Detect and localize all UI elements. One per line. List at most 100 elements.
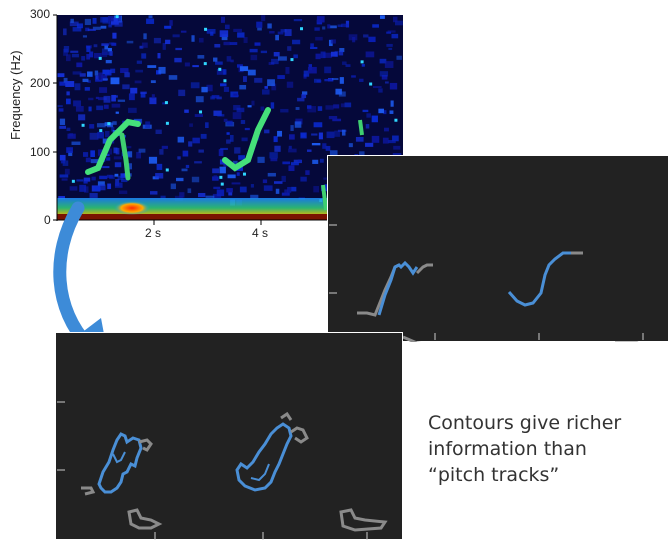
spectrogram-speckle (190, 82, 200, 89)
spectrogram-speckle (229, 42, 238, 46)
spectrogram-speckle (241, 137, 248, 142)
spectrogram-speckle (318, 132, 323, 140)
spectrogram-speckle (316, 16, 325, 23)
spectrogram-speckle (287, 186, 292, 193)
spectrogram-speckle (220, 83, 227, 87)
spectrogram-speckle (59, 125, 66, 129)
spectrogram-speckle (99, 129, 103, 133)
spectrogram-speckle (72, 71, 82, 75)
spectrogram-speckle (106, 174, 113, 178)
spectrogram-speckle (314, 27, 320, 31)
spectrogram-speckle (57, 73, 65, 78)
spectrogram-speckle (94, 186, 101, 192)
spectrogram-speckle (219, 166, 226, 174)
spectrogram-speckle (322, 143, 327, 149)
spectrogram-speckle (271, 58, 279, 65)
spectrogram-speckle (72, 27, 82, 32)
spectrogram-speckle (384, 81, 389, 84)
spectrogram-speckle (149, 191, 158, 195)
spectrogram-speckle (157, 53, 161, 59)
spectrogram-speckle (110, 17, 119, 25)
spectrogram-speckle (360, 60, 364, 64)
spectrogram-speckle (195, 96, 204, 103)
spectrogram-speckle (295, 107, 300, 110)
spectrogram-speckle (141, 53, 147, 59)
spectrogram-speckle (98, 97, 107, 101)
spectrogram-speckle (156, 163, 163, 170)
spectrogram-speckle (181, 168, 188, 172)
spectrogram-speckle (361, 63, 365, 67)
caption-line-1: Contours give richer (428, 412, 622, 434)
spectrogram-speckle (89, 132, 99, 140)
spectrogram-speckle (313, 78, 321, 83)
spectrogram-speckle (214, 43, 221, 48)
pitch-track-plot (326, 154, 669, 351)
spectrogram-speckle (273, 136, 278, 143)
spectrogram-speckle (213, 57, 218, 62)
spectrogram-speckle (63, 77, 68, 83)
spectrogram-speckle (62, 160, 69, 166)
spectrogram-speckle (371, 115, 378, 123)
spectrogram-speckle (280, 108, 289, 113)
spectrogram-speckle (368, 36, 376, 43)
spectrogram-speckle (261, 15, 266, 22)
spectrogram-speckle (223, 41, 231, 46)
spectrogram-speckle (242, 172, 246, 176)
spectrogram-speckle (191, 35, 195, 42)
spectrogram-speckle (236, 172, 240, 176)
spectrogram-speckle (204, 27, 208, 31)
spectrogram-speckle (177, 136, 185, 143)
spectrogram-speckle (143, 33, 147, 40)
spectrogram-speckle (155, 173, 164, 179)
spectrogram-speckle (233, 105, 241, 111)
spectrogram-speckle (113, 147, 118, 154)
spectrogram-speckle (107, 122, 111, 126)
spectrogram-speckle (81, 56, 86, 61)
spectrogram-speckle (115, 147, 120, 155)
spectrogram-speckle (223, 118, 228, 122)
spectrogram-speckle (206, 84, 213, 92)
spectrogram-speckle (220, 147, 228, 150)
spectrogram-speckle (164, 101, 168, 105)
spectrogram-speckle (324, 66, 332, 74)
spectrogram-speckle (384, 61, 394, 68)
spectrogram-speckle (83, 177, 91, 182)
spectrogram-speckle (117, 99, 126, 102)
spectrogram-speckle (170, 183, 176, 190)
spectrogram-speckle (213, 175, 218, 180)
spectrogram-speckle (59, 118, 66, 125)
spectrogram-speckle (83, 152, 89, 157)
spectrogram-speckle (149, 97, 157, 105)
spectrogram-speckle (169, 20, 173, 26)
spectrogram-speckle (189, 123, 193, 127)
spectrogram-speckle (70, 50, 79, 53)
spectrogram-speckle (70, 18, 74, 23)
spectrogram-speckle (138, 148, 146, 153)
spectrogram-speckle (113, 156, 122, 160)
spectrogram-speckle (61, 178, 68, 181)
spectrogram-speckle (247, 105, 252, 108)
spectrogram-speckle (338, 91, 346, 97)
spectrogram-speckle (107, 47, 112, 52)
spectrogram-speckle (115, 15, 119, 19)
spectrogram-speckle (199, 110, 203, 114)
spectrogram-speckle (86, 53, 91, 60)
spectrogram-speckle (85, 27, 90, 32)
spectrogram-speckle (236, 64, 243, 68)
spectrogram-speckle (79, 184, 87, 192)
spectrogram-speckle (58, 196, 66, 200)
spectrogram-speckle (223, 86, 230, 92)
spectrogram-speckle (239, 66, 249, 72)
spectrogram-speckle (312, 159, 319, 164)
spectrogram-speckle (174, 57, 182, 63)
spectrogram-speckle (362, 109, 369, 113)
spectrogram-speckle (85, 157, 91, 163)
spectrogram-speckle (237, 32, 245, 38)
spectrogram-speckle (389, 82, 398, 90)
spectrogram-speckle (124, 72, 130, 78)
spectrogram-speckle (99, 87, 108, 93)
spectrogram-speckle (103, 104, 109, 109)
spectrogram-speckle (341, 129, 346, 136)
spectrogram-speckle (211, 95, 220, 99)
spectrogram-speckle (307, 66, 317, 74)
